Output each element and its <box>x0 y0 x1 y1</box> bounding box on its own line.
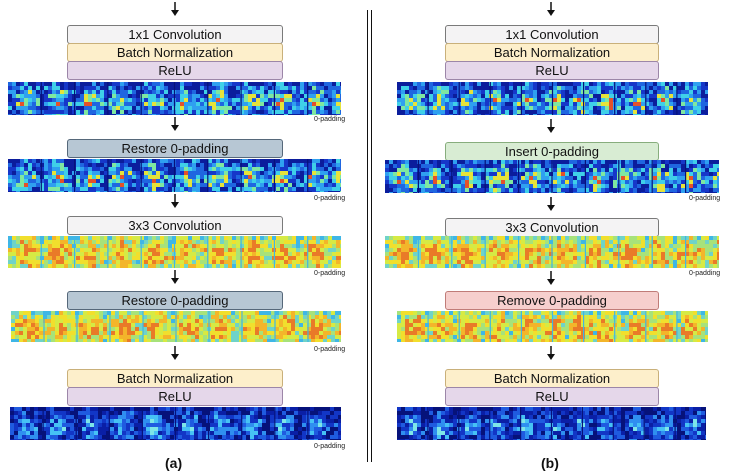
arrow-icon <box>546 119 556 133</box>
b-feature-map-5 <box>397 407 706 440</box>
arrow-icon <box>546 271 556 285</box>
a-restore-padding-block-2: Restore 0-padding <box>67 291 283 310</box>
arrow-icon <box>546 197 556 211</box>
b-batchnorm-block-1: Batch Normalization <box>445 43 659 62</box>
a-padding-note-3: 0-padding <box>314 270 346 277</box>
a-batchnorm-block-1: Batch Normalization <box>67 43 283 62</box>
a-batchnorm-block-2: Batch Normalization <box>67 369 283 388</box>
b-relu-block-2: ReLU <box>445 387 659 406</box>
arrow-icon <box>170 2 180 16</box>
a-feature-map-1 <box>8 82 341 115</box>
b-feature-map-4 <box>397 311 708 342</box>
a-padding-note-5: 0-padding <box>314 443 346 450</box>
b-padding-note-1: 0-padding <box>689 195 721 202</box>
arrow-icon <box>170 346 180 360</box>
a-padding-note-1: 0-padding <box>314 116 346 123</box>
arrow-icon <box>170 270 180 284</box>
arrow-icon <box>546 346 556 360</box>
a-feature-map-5 <box>10 407 341 440</box>
b-feature-map-1 <box>397 82 708 115</box>
a-conv1x1-block: 1x1 Convolution <box>67 25 283 44</box>
a-relu-block-2: ReLU <box>67 387 283 406</box>
arrow-icon <box>546 2 556 16</box>
panel-a-label: (a) <box>165 455 183 471</box>
panel-divider-right <box>371 10 372 462</box>
a-padding-note-2: 0-padding <box>314 195 346 202</box>
b-feature-map-3 <box>385 236 719 268</box>
b-relu-block-1: ReLU <box>445 61 659 80</box>
b-remove-padding-block: Remove 0-padding <box>445 291 659 310</box>
a-feature-map-3 <box>8 236 341 268</box>
arrow-icon <box>170 194 180 208</box>
b-feature-map-2 <box>385 160 719 193</box>
a-feature-map-2 <box>8 159 341 192</box>
a-restore-padding-block-1: Restore 0-padding <box>67 139 283 158</box>
panel-b-label: (b) <box>541 455 559 471</box>
a-padding-note-4: 0-padding <box>314 346 346 353</box>
a-conv3x3-block: 3x3 Convolution <box>67 216 283 235</box>
a-relu-block-1: ReLU <box>67 61 283 80</box>
b-conv1x1-block: 1x1 Convolution <box>445 25 659 44</box>
arrow-icon <box>170 117 180 131</box>
b-conv3x3-block: 3x3 Convolution <box>445 218 659 237</box>
b-batchnorm-block-2: Batch Normalization <box>445 369 659 388</box>
panel-divider-left <box>367 10 368 462</box>
b-padding-note-2: 0-padding <box>689 270 721 277</box>
b-insert-padding-block: Insert 0-padding <box>445 142 659 161</box>
a-feature-map-4 <box>11 311 341 342</box>
